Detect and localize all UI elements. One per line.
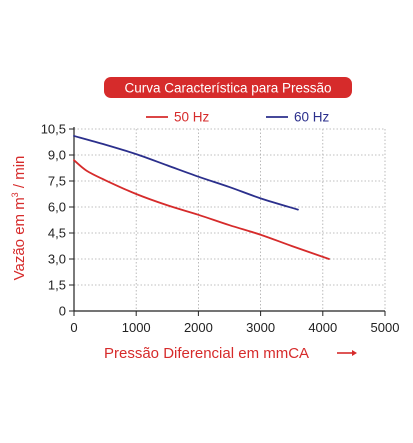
series-line-60-hz <box>73 135 299 211</box>
x-tick-label: 2000 <box>184 320 213 335</box>
chart-title-group: Curva Característica para Pressão <box>104 77 352 98</box>
series-line-50-hz <box>73 159 330 260</box>
y-tick-label: 1,5 <box>48 278 66 293</box>
chart-legend: 50 Hz 60 Hz <box>146 110 330 125</box>
x-axis-arrow-icon <box>337 350 357 356</box>
y-axis-label: Vazão em m3 / min <box>10 156 28 281</box>
y-tick-label: 7,5 <box>48 174 66 189</box>
tick-layer: 0 1000 2000 3000 4000 5000 0 1,5 3,0 4,5 6,0 7,5 9,0… <box>41 122 400 336</box>
y-axis-label-prefix: Vazão em m <box>11 197 28 280</box>
x-tick-label: 5000 <box>371 320 400 335</box>
y-tick-label: 10,5 <box>41 122 66 137</box>
series-layer <box>73 135 330 260</box>
y-tick-label: 4,5 <box>48 226 66 241</box>
x-tick-label: 4000 <box>308 320 337 335</box>
y-tick-label: 0 <box>59 304 66 319</box>
legend-label: 60 Hz <box>294 110 330 125</box>
grid-layer <box>74 128 386 311</box>
legend-label: 50 Hz <box>174 110 210 125</box>
axis-layer <box>73 127 385 312</box>
y-tick-label: 3,0 <box>48 252 66 267</box>
chart-title: Curva Característica para Pressão <box>124 81 331 96</box>
y-tick-label: 6,0 <box>48 200 66 215</box>
chart-title-background <box>104 77 352 98</box>
x-axis-label: Pressão Diferencial em mmCA <box>104 345 309 362</box>
x-tick-label: 3000 <box>246 320 275 335</box>
y-axis-label-suffix: / min <box>11 156 28 193</box>
x-tick-label: 1000 <box>122 320 151 335</box>
y-axis-label-superscript: 3 <box>10 192 20 197</box>
y-tick-label: 9,0 <box>48 148 66 163</box>
x-tick-label: 0 <box>70 320 77 335</box>
